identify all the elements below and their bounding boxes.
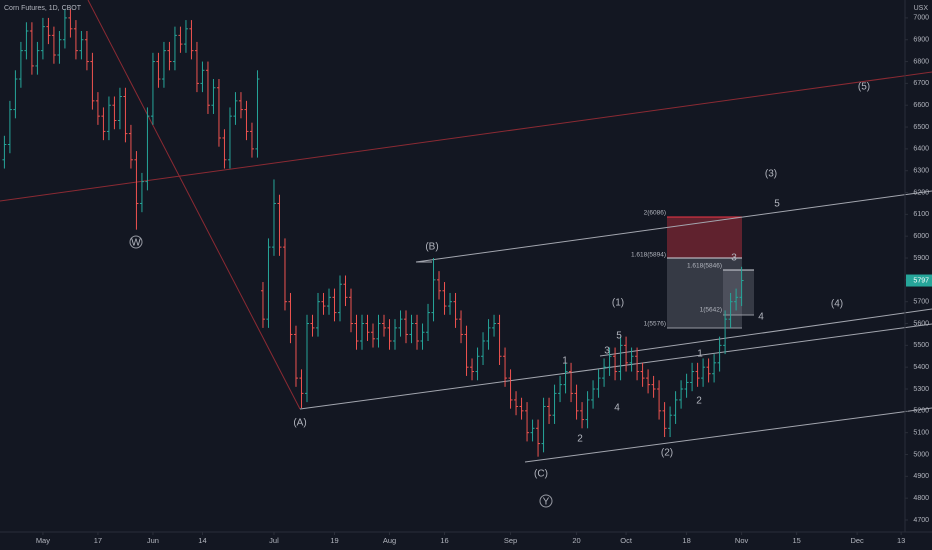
y-tick-label: 5300 (913, 386, 929, 393)
x-tick-label: Aug (383, 536, 396, 545)
currency-label: USX (914, 5, 929, 12)
x-tick-label: 14 (198, 536, 206, 545)
y-tick-label: 5400 (913, 364, 929, 371)
wave-label: 3 (731, 253, 737, 264)
wave-label: (3) (765, 169, 777, 180)
fib-label: 1.618(5894) (631, 252, 666, 259)
y-tick-label: 5100 (913, 430, 929, 437)
wave-circle (129, 235, 143, 249)
y-tick-label: 6200 (913, 189, 929, 196)
wave-label: Y (543, 497, 550, 508)
y-tick-label: 6900 (913, 37, 929, 44)
wave-label: 4 (758, 312, 764, 323)
x-tick-label: 17 (94, 536, 102, 545)
fib-label: 2(6086) (644, 210, 666, 217)
y-tick-label: 5700 (913, 299, 929, 306)
x-tick-label: 19 (330, 536, 338, 545)
x-tick-label: Jul (269, 536, 279, 545)
wave-label: 4 (614, 403, 620, 414)
x-tick-label: 13 (897, 536, 905, 545)
wave-label: 1 (562, 356, 568, 367)
x-tick-label: 16 (440, 536, 448, 545)
y-tick-label: 6300 (913, 168, 929, 175)
wave-label: 3 (604, 346, 610, 357)
y-tick-label: 7000 (913, 15, 929, 22)
fib-box (723, 270, 754, 315)
x-tick-label: Sep (504, 536, 517, 545)
last-price-label: 5797 (913, 277, 929, 284)
bars (2, 9, 744, 457)
channel-line (299, 323, 932, 410)
drawings (0, 0, 932, 508)
wave-circle (539, 494, 553, 508)
y-tick-label: 5600 (913, 320, 929, 327)
y-tick-label: 6800 (913, 58, 929, 65)
wave-label: 2 (577, 434, 583, 445)
x-tick-label: Oct (620, 536, 633, 545)
trend-line (0, 71, 932, 202)
x-tick-label: Nov (735, 536, 749, 545)
wave-label: (C) (534, 469, 548, 480)
x-tick-label: Dec (850, 536, 864, 545)
x-tick-label: 18 (682, 536, 690, 545)
wave-label: (1) (612, 298, 624, 309)
channel-line (599, 308, 932, 357)
x-tick-label: Jun (147, 536, 159, 545)
wave-label: (B) (425, 242, 438, 253)
y-tick-label: 4700 (913, 517, 929, 524)
y-tick-label: 6500 (913, 124, 929, 131)
y-tick-label: 6100 (913, 211, 929, 218)
channel-line (524, 407, 932, 463)
last-price-box (906, 274, 932, 287)
y-tick-label: 4800 (913, 495, 929, 502)
fib-label: 1(5642) (700, 307, 722, 314)
fib-target-box (667, 217, 742, 258)
channel-line (415, 190, 932, 263)
wave-label: (A) (293, 418, 306, 429)
y-tick-label: 4900 (913, 473, 929, 480)
wave-label: 5 (616, 331, 622, 342)
y-tick-label: 6600 (913, 102, 929, 109)
fib-label: 1(5576) (644, 321, 666, 328)
chart-title: Corn Futures, 1D, CBOT (4, 5, 82, 12)
wave-label: (2) (661, 448, 673, 459)
wave-label: 1 (697, 349, 703, 360)
y-tick-label: 5900 (913, 255, 929, 262)
y-tick-label: 6000 (913, 233, 929, 240)
x-tick-label: 15 (792, 536, 800, 545)
x-tick-label: 20 (572, 536, 580, 545)
trend-line (87, 0, 301, 410)
wave-label: (4) (831, 299, 843, 310)
y-tick-label: 6400 (913, 146, 929, 153)
annotations: W Y (A) (B) (C) (1) (2) (3) (4) (5) 1 2 … (131, 82, 870, 508)
wave-label: (5) (858, 82, 870, 93)
y-tick-label: 5200 (913, 408, 929, 415)
y-tick-label: 5500 (913, 342, 929, 349)
wave-label: 2 (696, 396, 702, 407)
wave-label: W (131, 238, 141, 249)
y-tick-label: 6700 (913, 80, 929, 87)
wave-label: 5 (774, 199, 780, 210)
fib-label: 1.618(5846) (687, 263, 722, 270)
x-tick-label: May (36, 536, 50, 545)
y-tick-label: 5000 (913, 451, 929, 458)
